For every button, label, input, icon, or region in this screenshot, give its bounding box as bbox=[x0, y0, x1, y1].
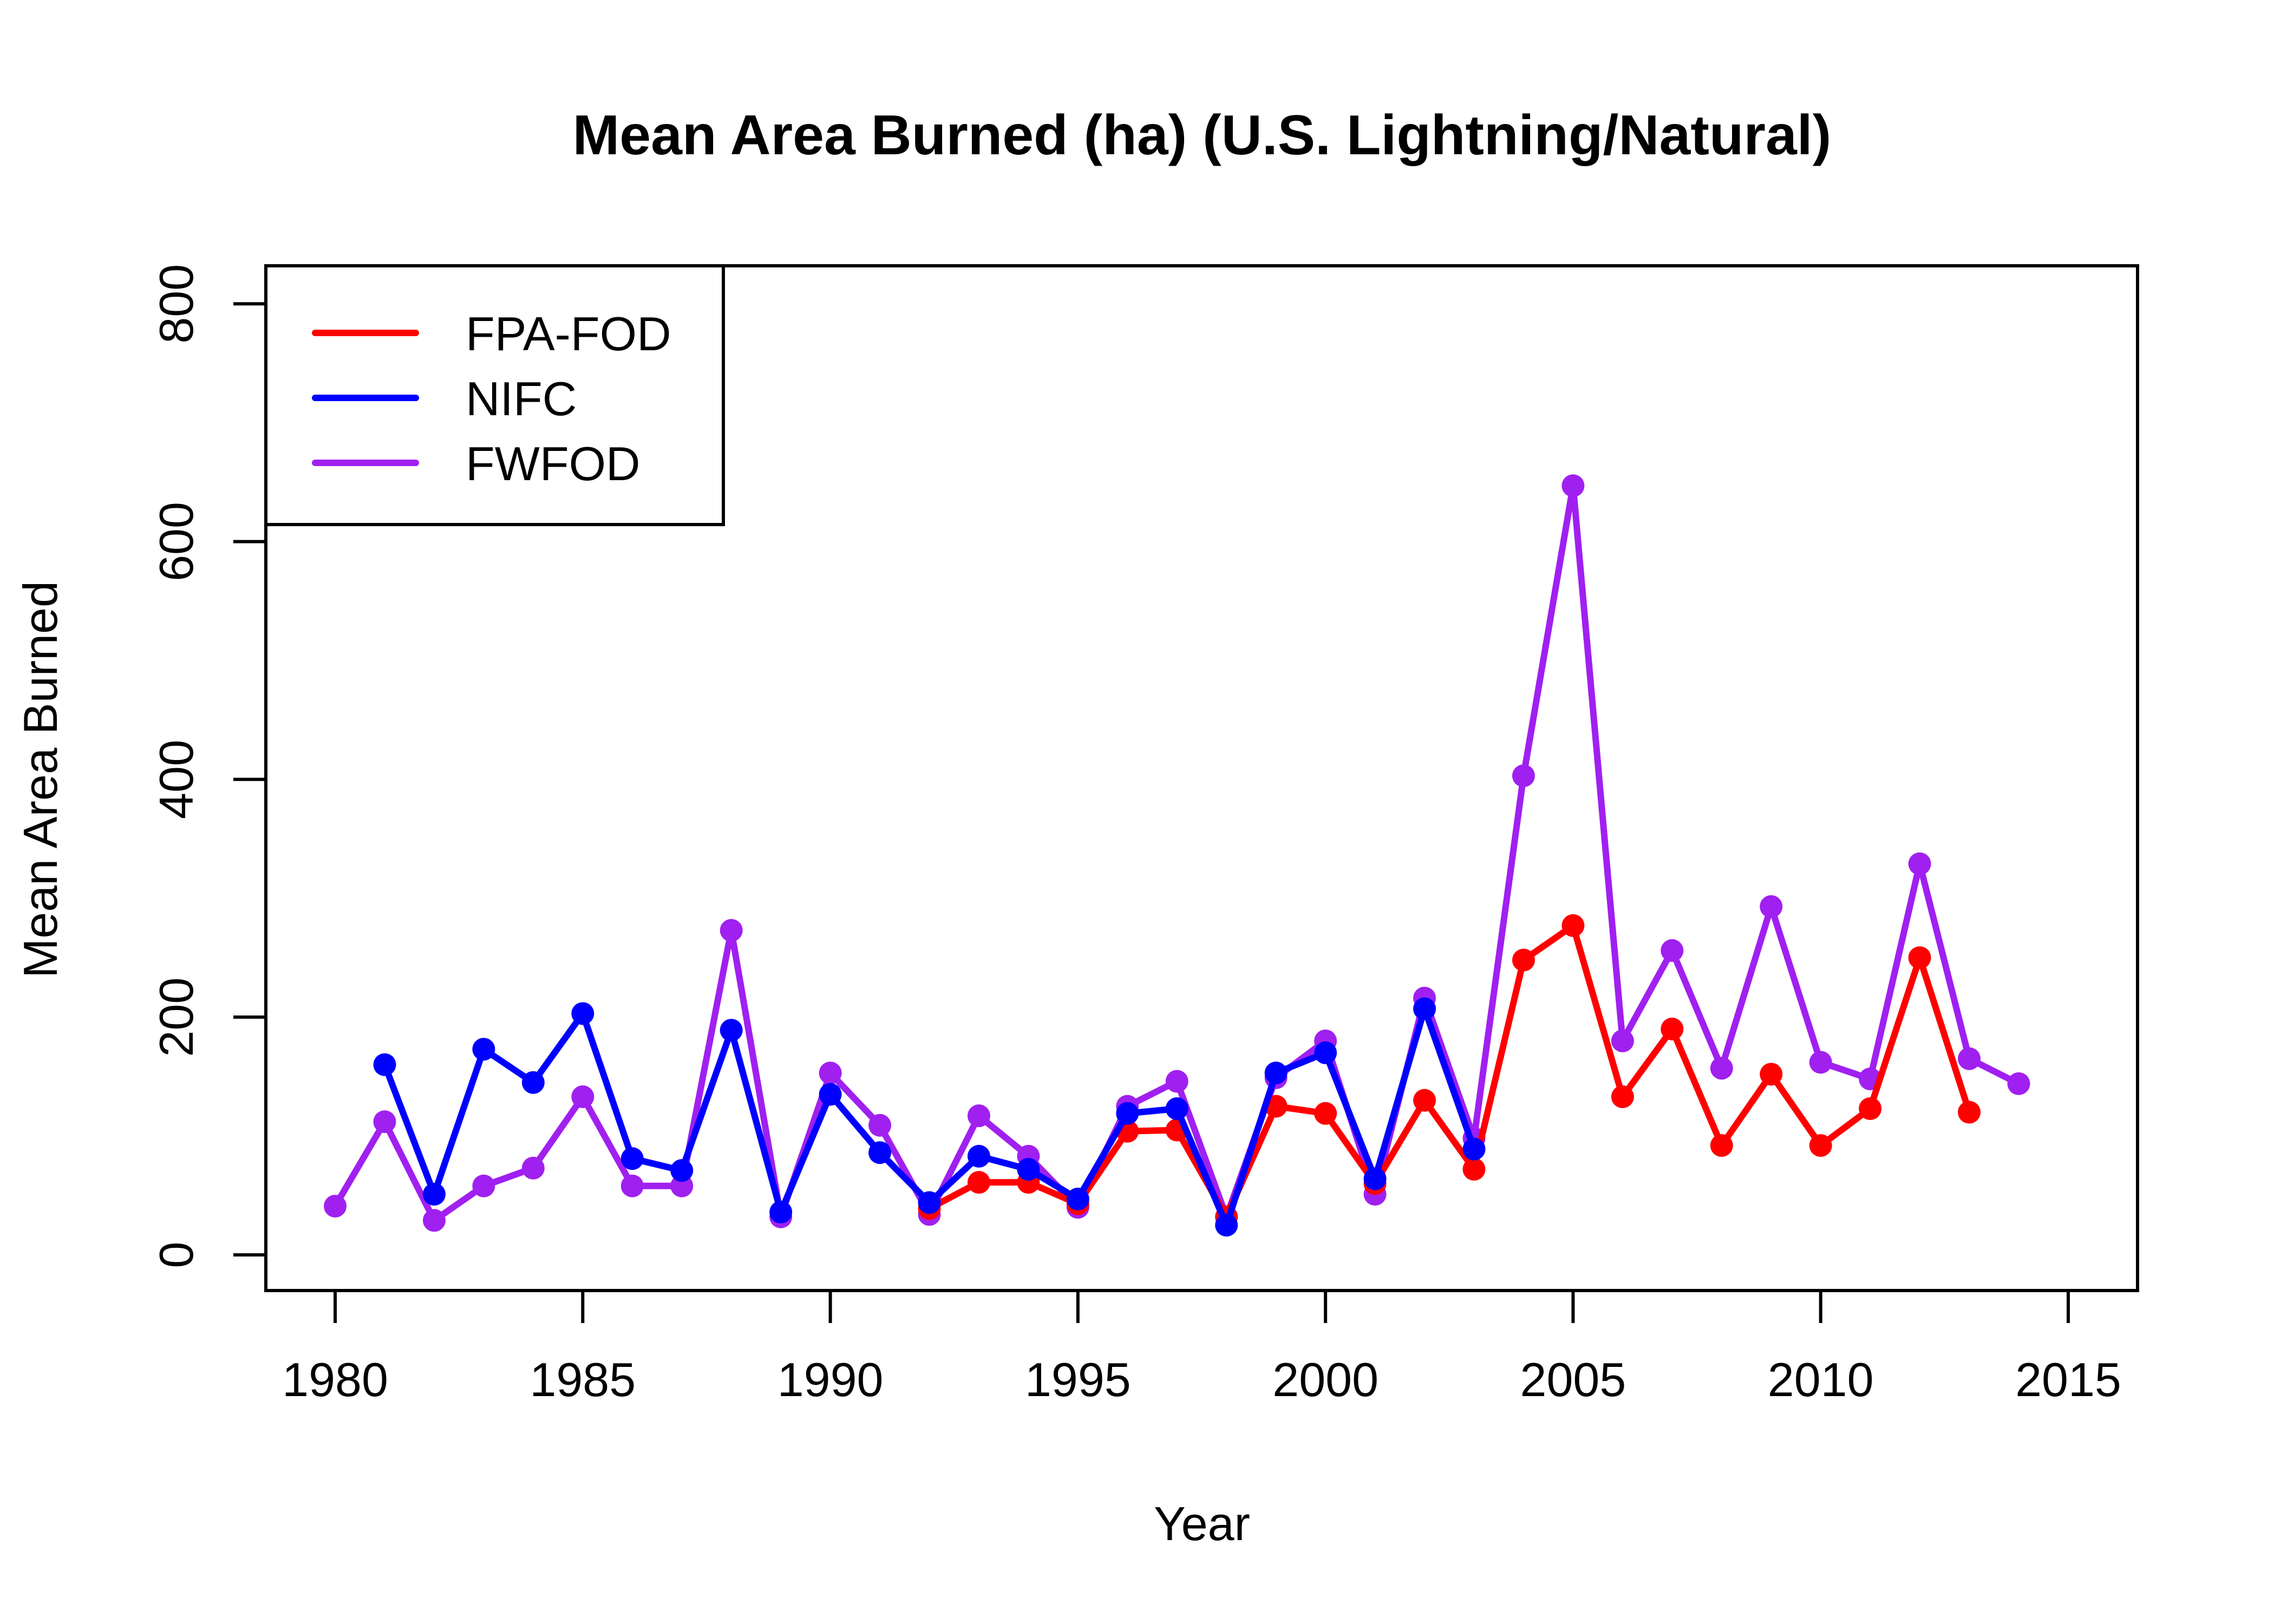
data-point bbox=[373, 1110, 396, 1134]
data-point bbox=[1066, 1187, 1089, 1210]
data-point bbox=[1561, 474, 1585, 497]
series-line bbox=[927, 922, 1972, 1220]
data-point bbox=[620, 1174, 644, 1197]
data-point bbox=[967, 1171, 990, 1194]
data-point bbox=[1809, 1051, 1832, 1074]
data-point bbox=[422, 1183, 446, 1206]
data-point bbox=[670, 1159, 694, 1182]
data-point bbox=[1363, 1167, 1387, 1190]
data-point bbox=[1760, 1063, 1783, 1086]
chart-title: Mean Area Burned (ha) (U.S. Lightning/Na… bbox=[573, 104, 1832, 167]
data-point bbox=[868, 1114, 892, 1137]
data-point bbox=[1859, 1097, 1882, 1121]
data-point bbox=[472, 1174, 495, 1197]
data-point bbox=[1760, 895, 1783, 918]
data-point bbox=[1165, 1097, 1188, 1121]
data-point bbox=[1908, 852, 1931, 875]
data-point bbox=[521, 1071, 545, 1094]
y-axis-label: Mean Area Burned bbox=[14, 581, 67, 978]
data-point bbox=[967, 1104, 990, 1128]
data-point bbox=[1413, 997, 1436, 1020]
data-point bbox=[1512, 948, 1535, 972]
data-point bbox=[819, 1062, 842, 1085]
legend-label: FPA-FOD bbox=[466, 307, 671, 361]
data-point bbox=[1809, 1134, 1832, 1157]
data-point bbox=[1264, 1062, 1288, 1085]
data-point bbox=[324, 1195, 347, 1218]
data-point bbox=[868, 1141, 892, 1164]
data-point bbox=[1611, 1029, 1634, 1052]
x-tick-label: 2000 bbox=[1272, 1353, 1378, 1406]
y-tick-label: 0 bbox=[149, 1242, 203, 1268]
data-point bbox=[1512, 764, 1535, 788]
x-tick-label: 2015 bbox=[2015, 1353, 2121, 1406]
series-layer bbox=[324, 474, 2030, 1237]
data-point bbox=[1661, 1017, 1684, 1040]
data-point bbox=[1710, 1134, 1733, 1157]
data-point bbox=[422, 1209, 446, 1232]
y-tick-label: 800 bbox=[149, 264, 203, 344]
data-point bbox=[1908, 946, 1931, 970]
data-point bbox=[720, 1019, 743, 1042]
x-tick-label: 2010 bbox=[1768, 1353, 1874, 1406]
data-point bbox=[373, 1053, 396, 1076]
data-point bbox=[1314, 1102, 1337, 1125]
x-axis: 1980 1985 1990 1995 2000 2005 2010 2015 bbox=[282, 1289, 2121, 1406]
y-tick-label: 200 bbox=[149, 977, 203, 1057]
data-point bbox=[1215, 1214, 1238, 1237]
data-point bbox=[967, 1144, 990, 1168]
data-point bbox=[769, 1201, 793, 1224]
data-point bbox=[1462, 1137, 1486, 1161]
data-point bbox=[819, 1083, 842, 1106]
data-point bbox=[720, 919, 743, 942]
legend-label: NIFC bbox=[466, 372, 577, 425]
data-point bbox=[2007, 1072, 2030, 1095]
x-tick-label: 1990 bbox=[777, 1353, 884, 1406]
y-tick-label: 600 bbox=[149, 502, 203, 581]
legend: FPA-FOD NIFC FWFOD bbox=[264, 264, 725, 526]
data-point bbox=[571, 1002, 594, 1025]
data-point bbox=[1611, 1085, 1634, 1109]
data-point bbox=[620, 1147, 644, 1170]
data-point bbox=[1958, 1047, 1981, 1070]
series-nifc bbox=[373, 997, 1486, 1237]
data-point bbox=[918, 1191, 941, 1214]
data-point bbox=[1165, 1070, 1188, 1093]
x-axis-label: Year bbox=[1154, 1497, 1250, 1550]
data-point bbox=[1017, 1158, 1040, 1181]
data-point bbox=[472, 1038, 495, 1061]
x-tick-label: 1985 bbox=[530, 1353, 636, 1406]
x-tick-label: 2005 bbox=[1520, 1353, 1626, 1406]
data-point bbox=[1661, 939, 1684, 962]
data-point bbox=[1116, 1102, 1139, 1125]
data-point bbox=[521, 1156, 545, 1180]
data-point bbox=[1710, 1057, 1733, 1080]
legend-label: FWFOD bbox=[466, 437, 641, 490]
data-point bbox=[1413, 1089, 1436, 1112]
data-point bbox=[1561, 914, 1585, 937]
x-tick-label: 1995 bbox=[1025, 1353, 1131, 1406]
data-point bbox=[1462, 1158, 1486, 1181]
data-point bbox=[1958, 1101, 1981, 1124]
y-tick-label: 400 bbox=[149, 739, 203, 819]
x-tick-label: 1980 bbox=[282, 1353, 388, 1406]
y-axis: 0 200 400 600 800 bbox=[149, 264, 267, 1268]
data-point bbox=[571, 1085, 594, 1109]
data-point bbox=[1314, 1041, 1337, 1064]
